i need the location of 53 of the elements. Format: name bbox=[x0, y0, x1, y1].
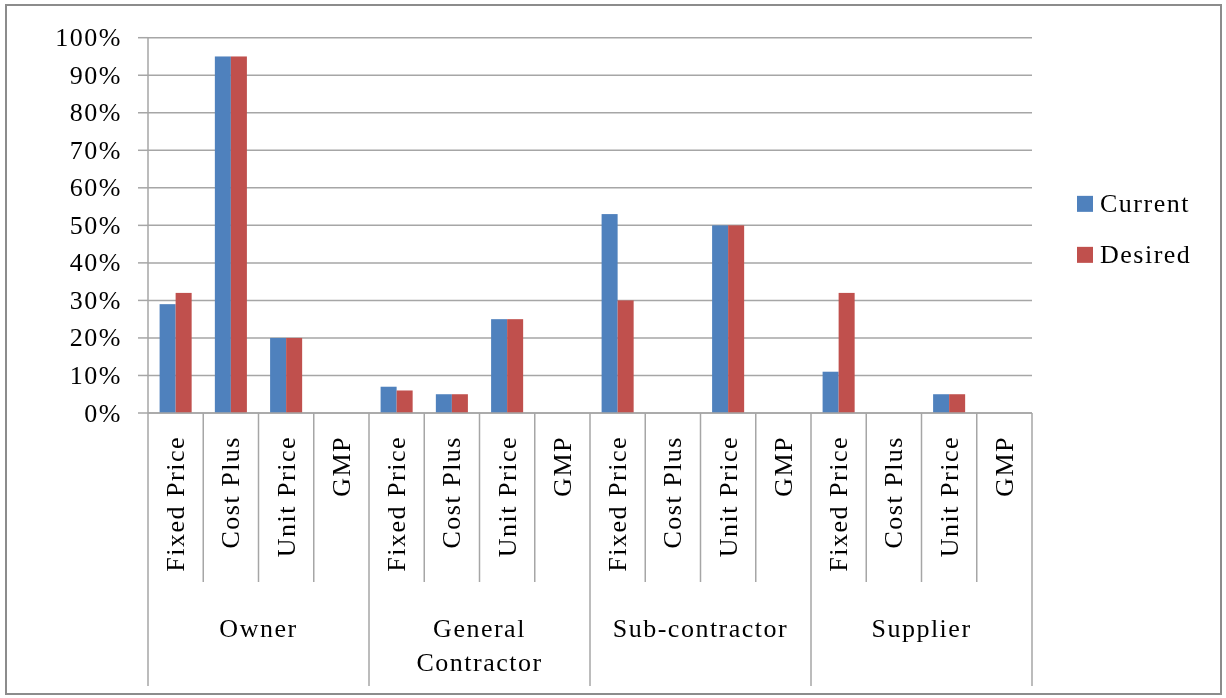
legend-label: Desired bbox=[1100, 240, 1192, 270]
bar bbox=[270, 337, 287, 413]
bar bbox=[617, 300, 634, 413]
y-tick-label: 10% bbox=[69, 360, 122, 390]
y-tick-label: 60% bbox=[69, 173, 122, 203]
legend-label: Current bbox=[1100, 189, 1190, 219]
bar bbox=[933, 394, 950, 413]
x-tick-label: Fixed Price bbox=[382, 436, 412, 572]
text: Sub-contractor bbox=[612, 613, 789, 643]
bar bbox=[507, 319, 524, 413]
x-tick-label: GMP bbox=[326, 436, 356, 497]
bar bbox=[159, 304, 176, 413]
y-tick-label: 70% bbox=[69, 135, 122, 165]
bar bbox=[396, 390, 413, 413]
x-tick-label: Cost Plus bbox=[437, 436, 467, 549]
y-tick-label: 0% bbox=[84, 398, 122, 428]
bar bbox=[230, 56, 247, 413]
x-tick-label: Unit Price bbox=[271, 436, 301, 558]
x-tick-label: Fixed Price bbox=[603, 436, 633, 572]
x-tick-label: Fixed Price bbox=[161, 436, 191, 572]
x-tick-label: Cost Plus bbox=[879, 436, 909, 549]
x-tick-label: Unit Price bbox=[934, 436, 964, 558]
bar bbox=[435, 394, 452, 413]
x-tick-label: Cost Plus bbox=[658, 436, 688, 549]
bar bbox=[214, 56, 231, 413]
x-tick-label: GMP bbox=[547, 436, 577, 497]
bar bbox=[949, 394, 966, 413]
bar bbox=[838, 292, 855, 413]
y-tick-label: 90% bbox=[69, 60, 122, 90]
bar bbox=[175, 292, 192, 413]
y-tick-label: 80% bbox=[69, 98, 122, 128]
bar bbox=[822, 371, 839, 413]
text: General Contractor bbox=[416, 613, 543, 677]
bar bbox=[451, 394, 468, 413]
y-tick-label: 40% bbox=[69, 248, 122, 278]
bar bbox=[728, 225, 745, 413]
bar bbox=[286, 337, 303, 413]
x-tick-label: Cost Plus bbox=[216, 436, 246, 549]
y-tick-label: 50% bbox=[69, 210, 122, 240]
y-tick-label: 20% bbox=[69, 323, 122, 353]
x-tick-label: Unit Price bbox=[713, 436, 743, 558]
bar bbox=[491, 319, 508, 413]
y-tick-label: 100% bbox=[55, 23, 122, 53]
x-tick-label: GMP bbox=[989, 436, 1019, 497]
text: Supplier bbox=[871, 613, 972, 643]
bar bbox=[380, 386, 397, 413]
x-tick-label: Unit Price bbox=[492, 436, 522, 558]
x-tick-label: Fixed Price bbox=[824, 436, 854, 572]
x-tick-label: GMP bbox=[768, 436, 798, 497]
text: Owner bbox=[219, 613, 298, 643]
bar bbox=[601, 214, 618, 413]
y-tick-label: 30% bbox=[69, 285, 122, 315]
bar bbox=[712, 225, 729, 413]
